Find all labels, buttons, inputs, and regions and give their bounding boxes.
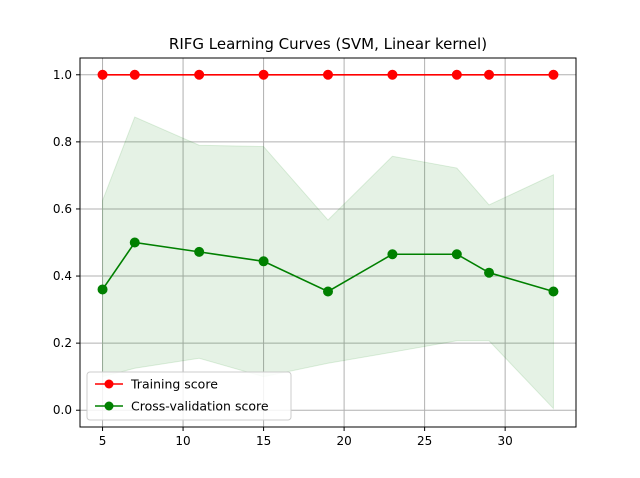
grid	[80, 58, 576, 427]
chart-title: RIFG Learning Curves (SVM, Linear kernel…	[169, 35, 487, 53]
data-point	[387, 69, 398, 80]
y-tick-label: 0.8	[53, 135, 72, 149]
data-point	[323, 286, 333, 297]
data-point	[323, 69, 333, 80]
legend-marker	[104, 401, 114, 411]
legend-box	[86, 371, 292, 421]
axes: 5 10 15 20 25 30 0.0 0.2 0.4 0.6 0.8 1.0	[53, 57, 577, 448]
x-tick-label: 5	[99, 434, 107, 448]
x-tick-label: 30	[498, 434, 513, 448]
data-point	[97, 69, 108, 80]
data-point	[548, 69, 559, 80]
data-point	[484, 69, 495, 80]
y-tick-label: 0.4	[53, 269, 72, 283]
data-point	[258, 256, 269, 267]
data-point	[387, 249, 398, 260]
data-point	[194, 246, 205, 257]
data-point	[451, 69, 462, 80]
x-tick-label: 10	[175, 434, 190, 448]
legend-marker	[104, 379, 114, 389]
y-tick-label: 0.0	[53, 403, 72, 417]
data-point	[97, 284, 108, 295]
y-tick-label: 0.2	[53, 336, 72, 350]
confidence-bands	[102, 116, 554, 410]
legend-label: Cross-validation score	[131, 399, 269, 414]
data-point	[129, 69, 140, 80]
data-point	[258, 69, 269, 80]
plot-frame	[79, 57, 577, 428]
data-point	[129, 237, 140, 248]
confidence-band	[102, 116, 554, 410]
y-tick-label: 0.6	[53, 202, 72, 216]
data-point	[548, 286, 559, 297]
data-point	[194, 69, 205, 80]
x-tick-label: 20	[336, 434, 351, 448]
data-point	[451, 249, 462, 260]
legend-label: Training score	[130, 377, 218, 392]
y-tick-label: 1.0	[53, 68, 72, 82]
x-tick-label: 15	[256, 434, 271, 448]
x-tick-label: 25	[417, 434, 432, 448]
legend: Training score Cross-validation score	[86, 371, 292, 421]
series-lines	[97, 69, 559, 297]
data-point	[484, 267, 495, 278]
